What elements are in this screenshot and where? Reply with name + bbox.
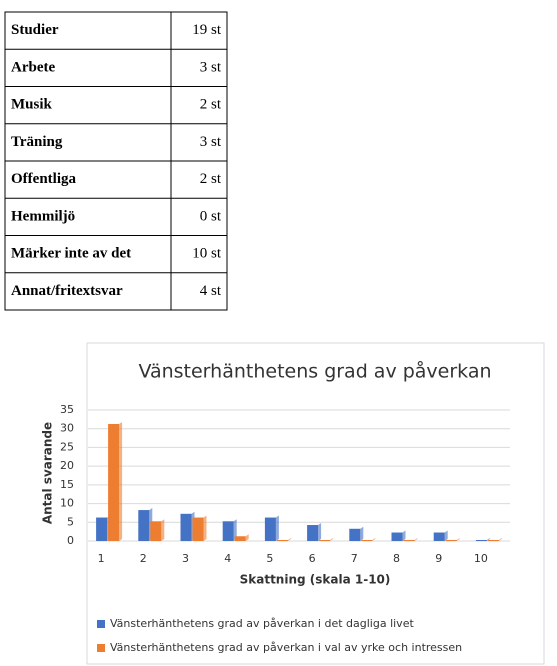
x-tick-label: 9 [435,552,442,565]
bar-side [414,538,418,541]
bar [96,517,108,541]
y-tick-label: 5 [67,515,74,528]
table-label: Studier [11,22,59,38]
bar [192,517,204,541]
legend-swatch [97,644,105,652]
table-value: 10 st [192,246,222,262]
bar-side [245,534,249,541]
bar [391,532,403,541]
x-tick-label: 8 [393,552,400,565]
bar-side [486,538,490,541]
table-label: Arbete [11,59,55,75]
x-tick-label: 4 [224,552,231,565]
bar-side [444,530,448,541]
table-label: Träning [11,134,63,150]
x-axis-label: Skattning (skala 1-10) [240,573,391,587]
x-tick-label: 2 [140,552,147,565]
x-tick-label: 7 [351,552,358,565]
bar [487,540,499,541]
legend-swatch [97,620,105,628]
bar-side [119,421,123,541]
bar [150,521,162,541]
bar [138,510,150,541]
y-axis-label: Antal svarande [41,422,55,524]
bar-side [402,530,406,541]
x-tick-label: 5 [266,552,273,565]
bar-side [203,515,207,541]
bar [222,521,234,541]
bar-side [233,519,237,541]
table-value: 3 st [200,134,222,150]
y-tick-label: 15 [60,478,74,491]
bar [445,540,457,541]
table-label: Annat/fritextsvar [11,283,123,299]
x-tick-label: 6 [309,552,316,565]
y-tick-label: 0 [67,534,74,547]
bar-side [161,519,165,541]
bar-side [287,538,291,541]
bar [180,513,192,541]
table-value: 3 st [200,59,222,75]
legend-label: Vänsterhänthetens grad av påverkan i det… [110,617,414,630]
table-value: 2 st [200,171,222,187]
table-label: Offentliga [11,171,76,187]
y-tick-label: 20 [60,459,74,472]
table-value: 0 st [200,208,222,224]
table-value: 2 st [200,97,222,113]
bar-side [275,515,279,541]
bar [307,525,319,541]
x-tick-label: 3 [182,552,189,565]
bar-side [456,538,460,541]
table-label: Hemmiljö [11,208,75,224]
y-tick-label: 35 [60,403,74,416]
bar [108,423,120,541]
legend-label: Vänsterhänthetens grad av påverkan i val… [110,641,462,654]
bar [433,532,445,541]
x-tick-label: 10 [474,552,488,565]
table-value: 4 st [200,283,222,299]
table-value: 19 st [192,22,222,38]
bar [361,540,373,541]
y-tick-label: 10 [60,497,74,510]
bar [349,528,361,541]
table-label: Musik [11,97,53,113]
bar [403,540,415,541]
bar-side [372,538,376,541]
y-tick-label: 25 [60,440,74,453]
bar-side [498,538,502,541]
bar [264,517,276,541]
table-label: Märker inte av det [11,246,131,262]
y-tick-label: 30 [60,422,74,435]
bar [234,536,246,541]
chart-title: Vänsterhänthetens grad av påverkan [138,360,491,383]
x-tick-label: 1 [98,552,105,565]
bar [276,540,288,541]
bar-side [330,538,334,541]
bar-side [318,523,322,541]
bar [319,540,331,541]
bar [475,540,487,541]
bar-side [360,526,364,541]
